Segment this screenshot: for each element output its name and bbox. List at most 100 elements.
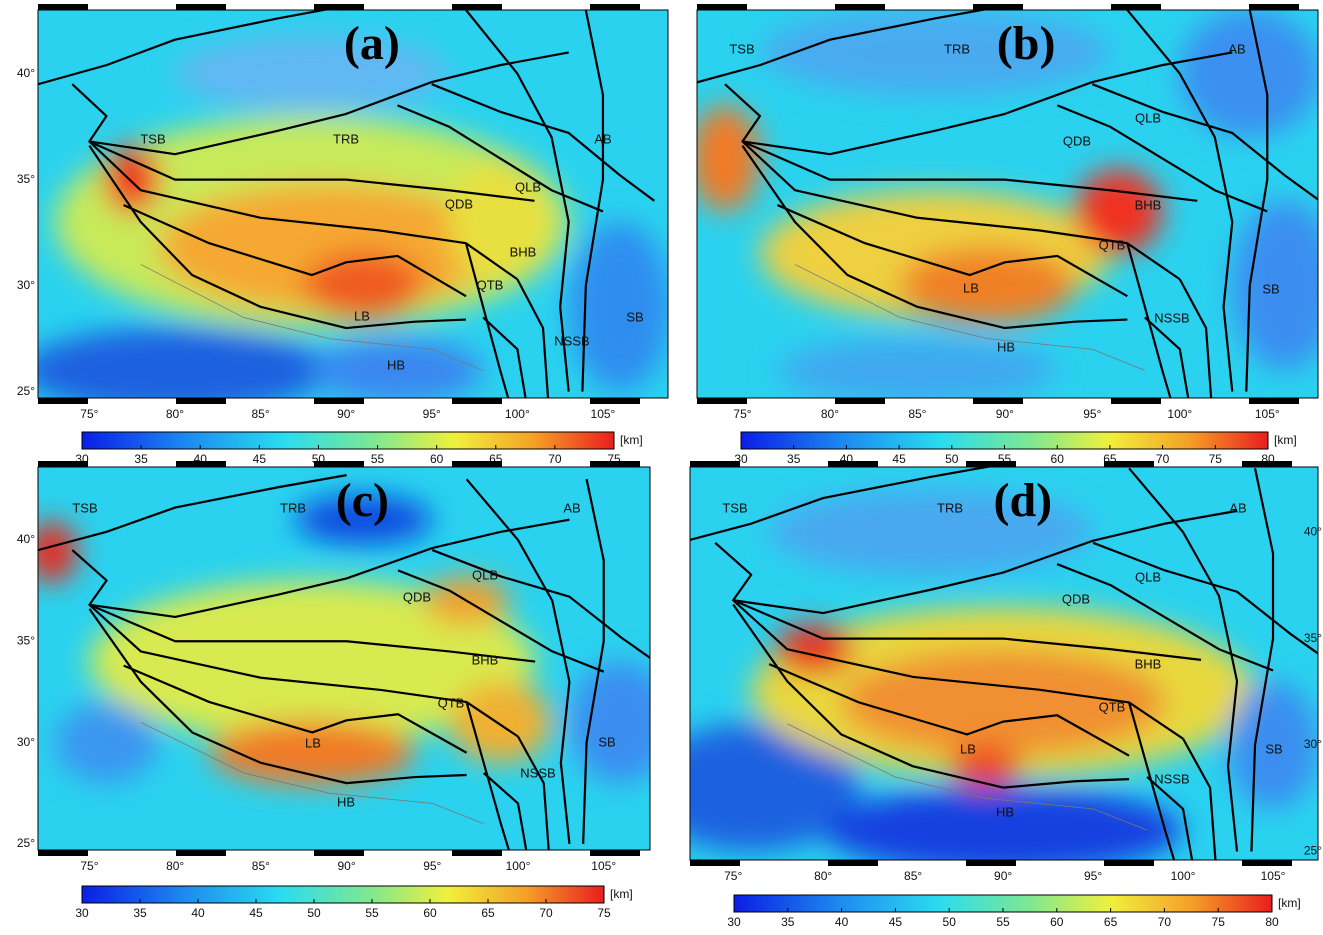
map-panel: (a) TSB TRB AB QLB QDB BHB QTB LB HB NSSB SB 75° 80° 8… [17,4,669,466]
lon-tick-label: 100° [505,407,530,421]
region-label: TRB [280,500,306,515]
region-label: QTB [1099,237,1126,252]
map-body [697,10,1318,398]
lat-tick-label: 35° [17,633,35,647]
heat-blob [295,495,433,545]
fault-line [123,204,467,298]
region-label: QDB [403,589,431,604]
colorbar-unit: [km] [610,887,633,901]
heat-blob [697,105,760,212]
lon-tick-label: 90° [337,859,355,873]
region-label: AB [563,500,580,515]
lat-tick-label: 25° [17,384,35,398]
lat-tick-label: 30° [17,735,35,749]
colorbar-tick-label: 55 [996,915,1010,929]
lat-tick-label: 40° [17,532,35,546]
fault-line [38,474,347,552]
colorbar-tick-label: 65 [481,906,495,920]
lon-tick-label: 80° [166,859,184,873]
heat-blob [1228,681,1318,809]
fault-line [1178,278,1213,398]
colorbar-tick-label: 55 [371,452,385,466]
colorbar-unit: [km] [620,433,643,447]
colorbar-tick-label: 35 [781,915,795,929]
fault-line [777,204,1128,298]
lon-tick-label: 85° [252,859,270,873]
heat-blob [448,158,552,286]
fault-line [465,478,571,845]
fault-line [741,145,1128,330]
colorbar-unit: [km] [1274,433,1297,447]
colorbar-unit: [km] [1278,896,1301,910]
fault-line [1250,468,1275,852]
fault-line [482,316,527,398]
lon-tick-label: 105° [1255,407,1280,421]
colorbar-tick-label: 30 [75,906,89,920]
fault-line [517,735,550,850]
heat-blob [568,222,668,392]
region-label: BHB [1135,197,1162,212]
colorbar-tick-label: 35 [134,452,148,466]
map-body [690,467,1318,860]
region-label: BHB [472,652,499,667]
colorbar-tick-label: 60 [423,906,437,920]
region-label: AB [1229,500,1246,515]
heat-blob [690,723,860,852]
region-label: QTB [438,695,465,710]
colorbar-tick-label: 70 [1158,915,1172,929]
colorbar-tick-label: 45 [892,452,906,466]
lat-tick-label: 35° [17,172,35,186]
lon-tick-label: 100° [1171,869,1196,883]
lon-tick-label: 90° [337,407,355,421]
region-label: HB [996,804,1014,819]
fault-line [1056,563,1274,672]
heat-blob [89,580,536,743]
panel-label: (d) [994,474,1053,527]
map-panel: (b) TSB TRB AB QLB QDB BHB QTB LB HB NSSB SB 75° 80° 8… [696,4,1319,466]
fault-line [741,140,1181,281]
lon-tick-label: 100° [1167,407,1192,421]
region-label: NSSB [520,765,555,780]
fault-line [1182,738,1217,860]
heat [690,489,1318,860]
heat-blob [949,745,1022,788]
fault-line [1245,10,1269,392]
colorbar-tick-label: 50 [943,915,957,929]
map-body [38,10,668,398]
fault-line [465,701,510,850]
fault-line [768,663,1130,757]
heat-blob [38,521,78,583]
border-line [140,721,484,825]
region-label: AB [594,131,611,146]
region-label: QDB [445,196,473,211]
map-panel: (d) TSB TRB AB QLB QDB BHB QTB LB HB NSSB SB 75° 80° 8… [689,461,1322,929]
heat-blob [209,720,416,786]
lat-tick-label: 25° [17,836,35,850]
colorbar-tick-label: 80 [1265,915,1279,929]
heat-blob [899,247,1075,324]
fault-line [742,51,1233,156]
region-label: AB [1228,41,1245,56]
fault-line [1092,541,1318,655]
lon-tick-label: 95° [1083,407,1101,421]
lon-tick-label: 75° [80,407,98,421]
colorbar-tick-label: 70 [1156,452,1170,466]
fault-line [733,509,1238,615]
region-label: LB [354,308,370,323]
fault-line [88,140,518,281]
lat-tick-label: 40° [17,66,35,80]
lon-tick-label: 80° [166,407,184,421]
fault-line [89,51,569,156]
panel-label: (a) [344,17,400,70]
heat-blob [104,145,160,214]
colorbar-tick-label: 70 [539,906,553,920]
lat-tick-label: 30° [1304,737,1322,751]
colorbar [81,885,605,904]
heat-blob [769,489,1094,575]
heat-blob [777,338,1058,398]
lon-tick-label: 105° [591,407,616,421]
region-label: QLB [1135,569,1161,584]
region-label: SB [1262,281,1279,296]
lat-tick-label: 30° [17,278,35,292]
